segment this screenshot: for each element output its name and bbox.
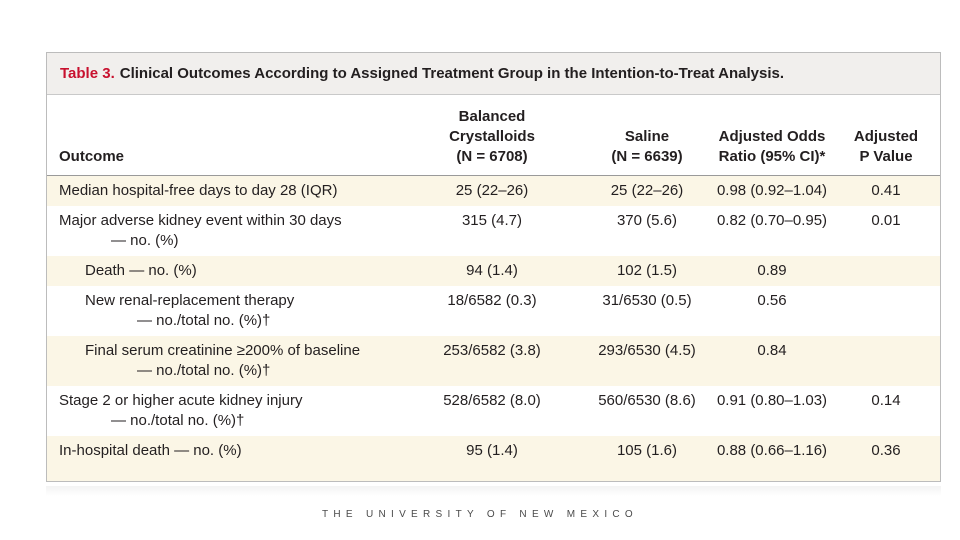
header-saline: Saline (N = 6639) <box>611 128 683 165</box>
odds-ratio-cell: 0.91 (0.80–1.03) <box>716 392 828 409</box>
saline-cell: 25 (22–26) <box>610 182 684 199</box>
odds-ratio-cell: 0.89 <box>757 262 787 279</box>
table-header-row: Outcome Balanced Crystalloids (N = 6708)… <box>47 95 940 176</box>
university-footer: THE UNIVERSITY OF NEW MEXICO <box>321 509 638 520</box>
balanced-cell: 18/6582 (0.3) <box>447 292 537 309</box>
odds-ratio-cell: 0.56 <box>757 292 787 309</box>
outcome-cell: Death — no. (%) <box>85 262 197 279</box>
table-title-bar: Table 3. Clinical Outcomes According to … <box>47 53 940 95</box>
outcome-cell: Major adverse kidney event within 30 day… <box>59 212 342 249</box>
table-row: Median hospital-free days to day 28 (IQR… <box>47 176 940 206</box>
outcome-cell: New renal-replacement therapy — no./total… <box>85 292 295 329</box>
outcome-cell: Final serum creatinine ≥200% of baseline… <box>85 342 361 379</box>
outcome-cell: Median hospital-free days to day 28 (IQR… <box>59 182 338 199</box>
table-row: Major adverse kidney event within 30 day… <box>47 206 940 256</box>
table-row: Stage 2 or higher acute kidney injury — n… <box>47 386 940 436</box>
saline-cell: 560/6530 (8.6) <box>598 392 696 409</box>
saline-cell: 105 (1.6) <box>616 442 678 459</box>
saline-cell: 31/6530 (0.5) <box>602 292 692 309</box>
balanced-cell: 95 (1.4) <box>466 442 518 459</box>
footnote-strip <box>46 486 941 496</box>
p-value-cell: 0.36 <box>871 442 901 459</box>
balanced-cell: 253/6582 (3.8) <box>443 342 541 359</box>
p-value-cell: 0.41 <box>871 182 901 199</box>
odds-ratio-cell: 0.88 (0.66–1.16) <box>716 442 828 459</box>
outcomes-table: Table 3. Clinical Outcomes According to … <box>46 52 941 482</box>
odds-ratio-cell: 0.84 <box>757 342 787 359</box>
saline-cell: 370 (5.6) <box>616 212 678 229</box>
table-row: In-hospital death — no. (%) 95 (1.4) 105 (… <box>47 436 940 481</box>
p-value-cell: 0.01 <box>871 212 901 229</box>
table-row: Death — no. (%) 94 (1.4) 102 (1.5) 0.89 <box>47 256 940 286</box>
balanced-cell: 94 (1.4) <box>466 262 518 279</box>
balanced-cell: 25 (22–26) <box>455 182 529 199</box>
table-row: Final serum creatinine ≥200% of baseline… <box>47 336 940 386</box>
header-adjusted-odds-ratio: Adjusted Odds Ratio (95% CI)* <box>718 128 826 165</box>
table-body: Median hospital-free days to day 28 (IQR… <box>47 176 940 481</box>
header-balanced-crystalloids: Balanced Crystalloids (N = 6708) <box>449 108 535 165</box>
table-title: Clinical Outcomes According to Assigned … <box>119 65 784 82</box>
balanced-cell: 528/6582 (8.0) <box>443 392 541 409</box>
saline-cell: 293/6530 (4.5) <box>598 342 696 359</box>
odds-ratio-cell: 0.82 (0.70–0.95) <box>716 212 828 229</box>
header-adjusted-p-value: Adjusted P Value <box>853 128 919 165</box>
balanced-cell: 315 (4.7) <box>461 212 523 229</box>
table-row: New renal-replacement therapy — no./total… <box>47 286 940 336</box>
outcome-cell: Stage 2 or higher acute kidney injury — n… <box>59 392 303 429</box>
outcome-cell: In-hospital death — no. (%) <box>59 442 242 459</box>
header-outcome: Outcome <box>59 148 125 165</box>
table-number-label: Table 3. <box>60 65 115 82</box>
odds-ratio-cell: 0.98 (0.92–1.04) <box>716 182 828 199</box>
saline-cell: 102 (1.5) <box>616 262 678 279</box>
p-value-cell: 0.14 <box>871 392 901 409</box>
